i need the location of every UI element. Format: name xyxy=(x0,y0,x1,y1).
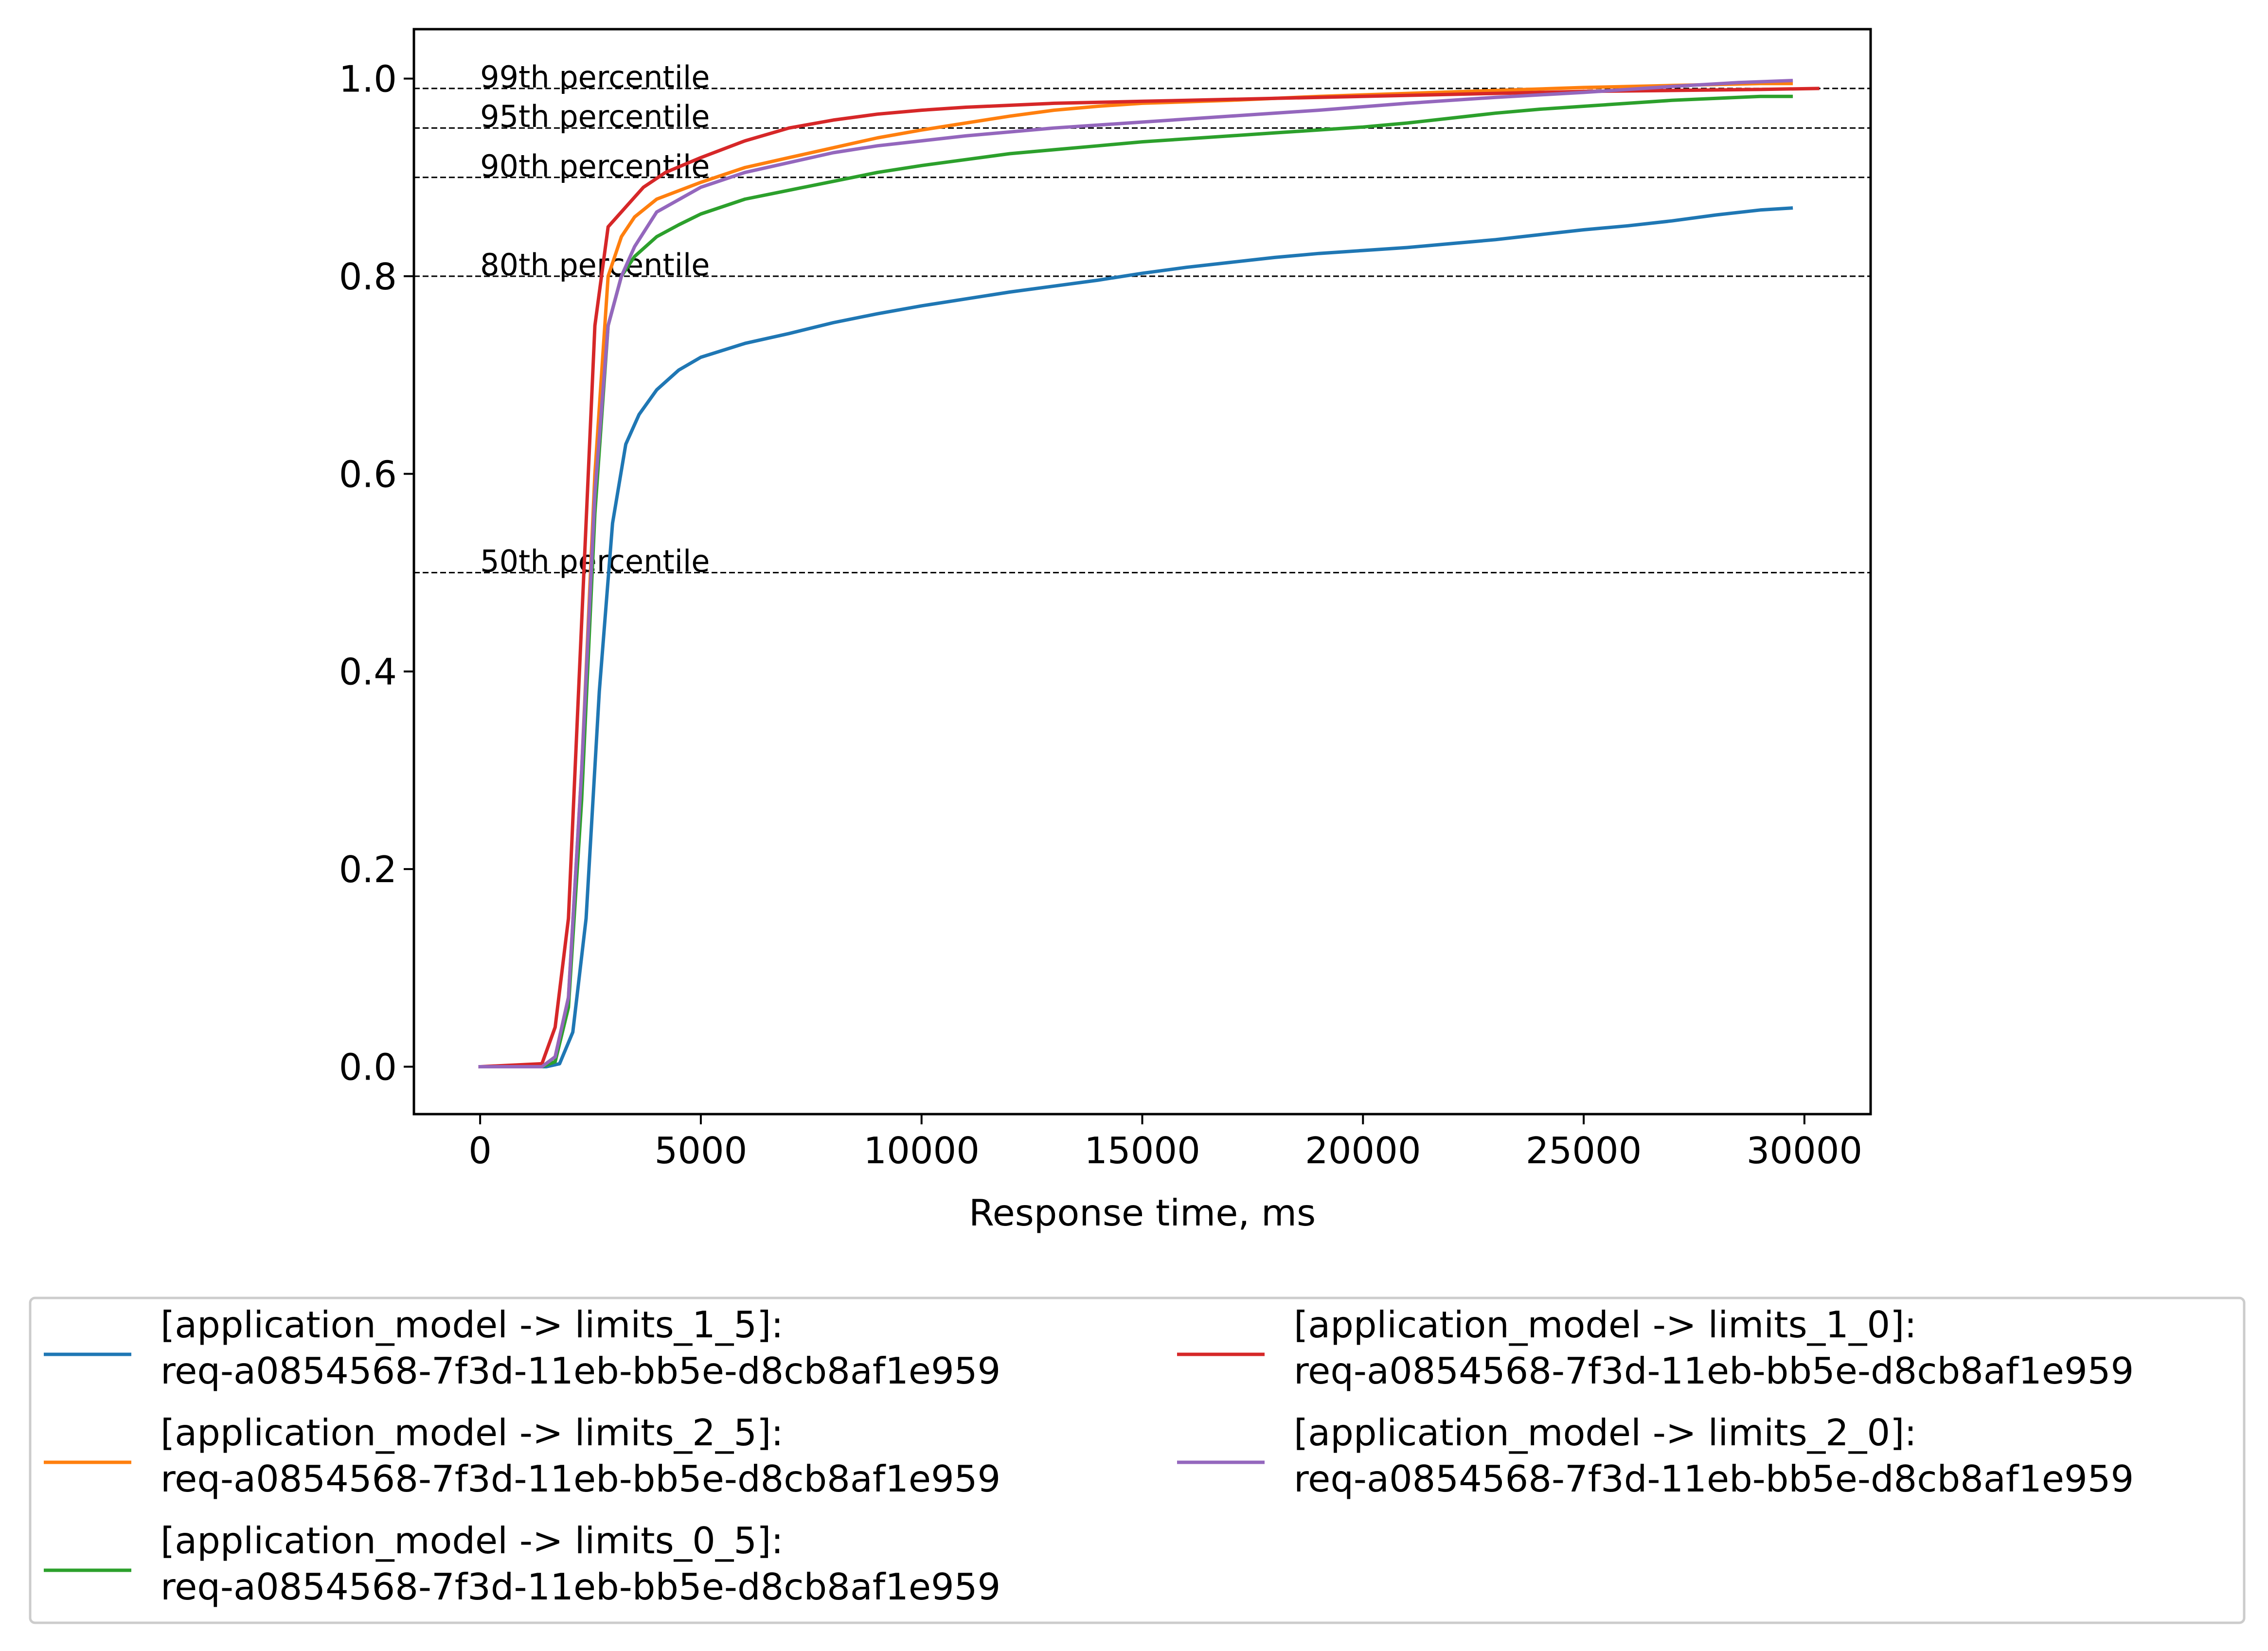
legend-box xyxy=(29,1296,2246,1624)
x-tick-label: 0 xyxy=(468,1129,492,1172)
legend-label: [application_model -> limits_1_0]: req-a0… xyxy=(1294,1303,2134,1392)
legend-label: [application_model -> limits_2_5]: req-a0… xyxy=(161,1411,1000,1500)
reference-line-label: 90th percentile xyxy=(480,148,710,184)
y-tick-label: 0.8 xyxy=(339,255,397,298)
reference-line-label: 99th percentile xyxy=(480,59,710,95)
y-axis: 0.0 0.2 0.4 0.6 0.8 1.0 xyxy=(339,58,414,1088)
plot-area: 99th percentile 95th percentile 90th perce… xyxy=(412,28,1872,1116)
reference-line-label: 50th percentile xyxy=(480,544,710,579)
legend-label: [application_model -> limits_1_5]: req-a0… xyxy=(161,1303,1000,1392)
y-tick-label: 0.0 xyxy=(339,1046,397,1088)
y-tick-label: 0.2 xyxy=(339,848,397,891)
x-axis-label: Response time, ms xyxy=(969,1191,1316,1234)
y-tick-label: 1.0 xyxy=(339,58,397,101)
legend-label: [application_model -> limits_2_0]: req-a0… xyxy=(1294,1411,2134,1500)
x-tick-label: 20000 xyxy=(1305,1129,1421,1172)
y-tick-label: 0.6 xyxy=(339,453,397,496)
legend-label: [application_model -> limits_0_5]: req-a0… xyxy=(161,1519,1000,1608)
series-line xyxy=(478,79,1793,1068)
x-tick-label: 25000 xyxy=(1526,1129,1642,1172)
reference-line-label: 95th percentile xyxy=(480,99,710,134)
x-tick-label: 10000 xyxy=(863,1129,980,1172)
legend: [application_model -> limits_1_5]: req-a0… xyxy=(29,1296,2246,1624)
x-tick-label: 15000 xyxy=(1084,1129,1200,1172)
reference-line-label: 80th percentile xyxy=(480,247,710,283)
series-lines xyxy=(478,79,1820,1069)
x-tick-label: 30000 xyxy=(1747,1129,1863,1172)
legend-items: [application_model -> limits_1_5]: req-a0… xyxy=(44,1303,2134,1608)
x-tick-label: 5000 xyxy=(654,1129,747,1172)
series-line xyxy=(478,206,1793,1068)
series-line xyxy=(478,87,1820,1069)
percentile-reference-lines: 99th percentile 95th percentile 90th perce… xyxy=(414,59,1871,579)
y-tick-label: 0.4 xyxy=(339,651,397,693)
plot-background xyxy=(414,29,1871,1114)
x-axis: 0 5000 10000 15000 20000 25000 30000 xyxy=(468,1114,1862,1172)
